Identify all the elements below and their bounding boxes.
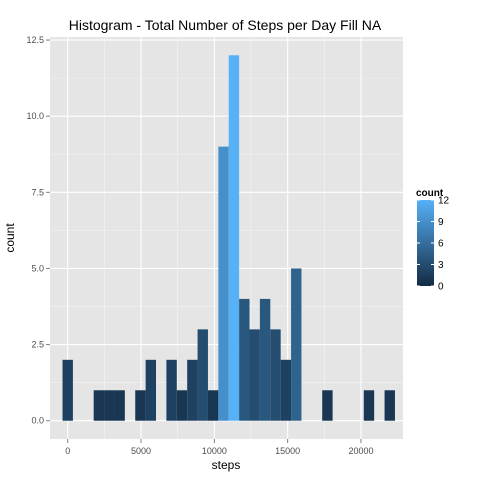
histogram-bar — [207, 390, 219, 421]
x-tick-label: 5000 — [131, 446, 151, 456]
histogram-bar — [176, 390, 188, 421]
legend-title: count — [416, 188, 444, 199]
x-tick-label: 15000 — [275, 446, 300, 456]
histogram-bar — [218, 146, 229, 421]
histogram-bar — [228, 55, 240, 421]
y-tick-label: 5.0 — [31, 263, 44, 273]
histogram-bar — [280, 359, 292, 421]
legend-break-label: 0 — [438, 282, 444, 293]
histogram-bar — [93, 390, 105, 421]
histogram-bar — [187, 359, 198, 421]
histogram-bar — [104, 390, 115, 421]
histogram-bar — [197, 329, 208, 421]
legend-break-label: 6 — [438, 239, 444, 250]
x-tick-label: 0 — [65, 446, 70, 456]
legend-colorbar — [417, 200, 434, 286]
histogram-bar — [145, 359, 157, 421]
histogram-bar — [270, 329, 281, 421]
histogram-bar — [363, 390, 375, 421]
legend-break-label: 9 — [438, 217, 444, 228]
histogram-bar — [62, 359, 73, 421]
y-tick-label: 0.0 — [31, 416, 44, 426]
x-axis: 0 5000 10000 15000 20000 — [65, 439, 373, 456]
legend-break-label: 12 — [438, 196, 450, 207]
y-tick-label: 7.5 — [31, 187, 44, 197]
histogram-bar — [291, 268, 302, 421]
x-tick-label: 20000 — [348, 446, 373, 456]
histogram-bar — [135, 390, 146, 421]
color-legend: count 0 3 6 9 12 — [416, 188, 450, 293]
histogram-bar — [322, 390, 333, 421]
histogram-bar — [166, 359, 177, 421]
y-tick-label: 12.5 — [26, 35, 44, 45]
y-tick-label: 10.0 — [26, 111, 44, 121]
x-axis-title: steps — [212, 458, 241, 472]
y-axis-title: count — [3, 223, 17, 253]
y-tick-label: 2.5 — [31, 340, 44, 350]
histogram-bar — [384, 390, 395, 421]
histogram-bar — [259, 298, 271, 421]
chart-title: Histogram - Total Number of Steps per Da… — [69, 17, 382, 33]
y-axis: 0.0 2.5 5.0 7.5 10.0 12.5 — [26, 35, 50, 426]
histogram-bar — [239, 298, 250, 421]
histogram-bars — [62, 55, 395, 421]
histogram-bar — [114, 390, 125, 421]
legend-break-label: 3 — [438, 260, 444, 271]
histogram-bar — [249, 329, 260, 421]
x-tick-label: 10000 — [202, 446, 227, 456]
